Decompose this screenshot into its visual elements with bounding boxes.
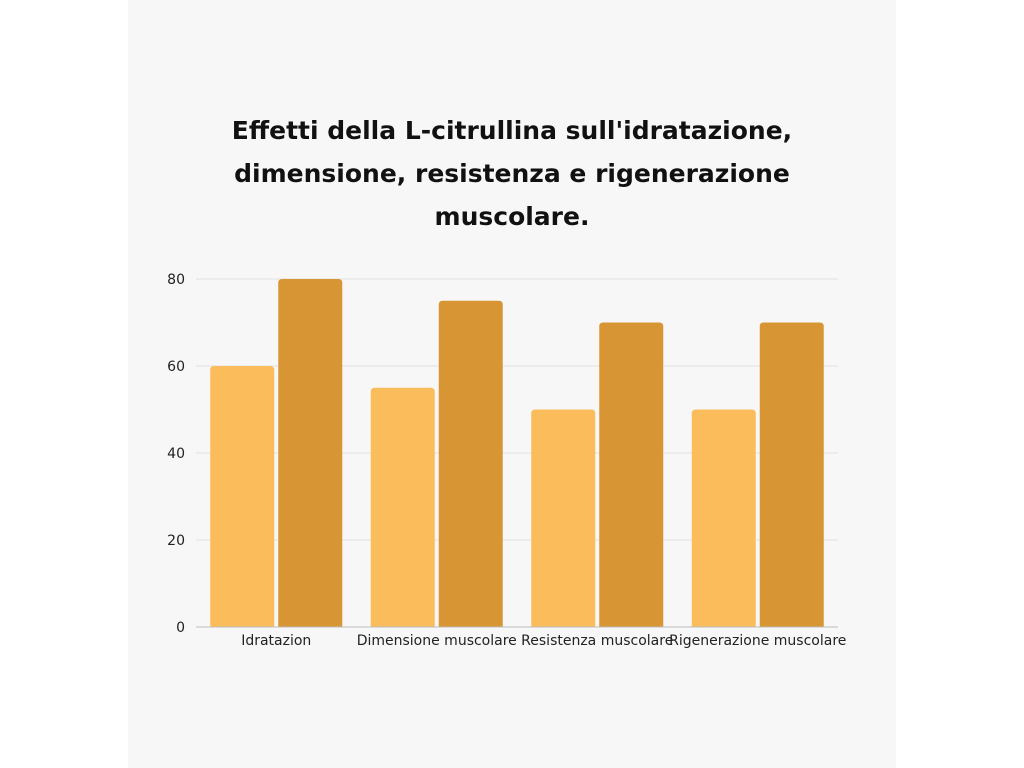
bar-series-1 [370,387,435,627]
bar-series-2 [278,279,343,627]
bar-series-1 [210,366,275,627]
x-category-label: Resistenza muscolare [521,633,673,649]
x-category-label: Rigenerazione muscolare [669,633,846,649]
bar-series-2 [759,322,824,627]
x-category-label: Dimensione muscolare [357,633,517,649]
y-tick-label: 20 [167,533,185,549]
y-tick-label: 80 [167,272,185,288]
y-tick-label: 40 [167,446,185,462]
bars [210,279,824,627]
bar-series-2 [599,322,664,627]
bar-series-2 [438,300,503,627]
chart-title: Effetti della L-citrullina sull'idratazi… [231,116,793,231]
y-tick-label: 60 [167,359,185,375]
y-tick-label: 0 [176,620,185,636]
x-category-label: Idratazion [241,633,311,649]
bar-series-1 [691,409,756,627]
bar-series-1 [531,409,596,627]
